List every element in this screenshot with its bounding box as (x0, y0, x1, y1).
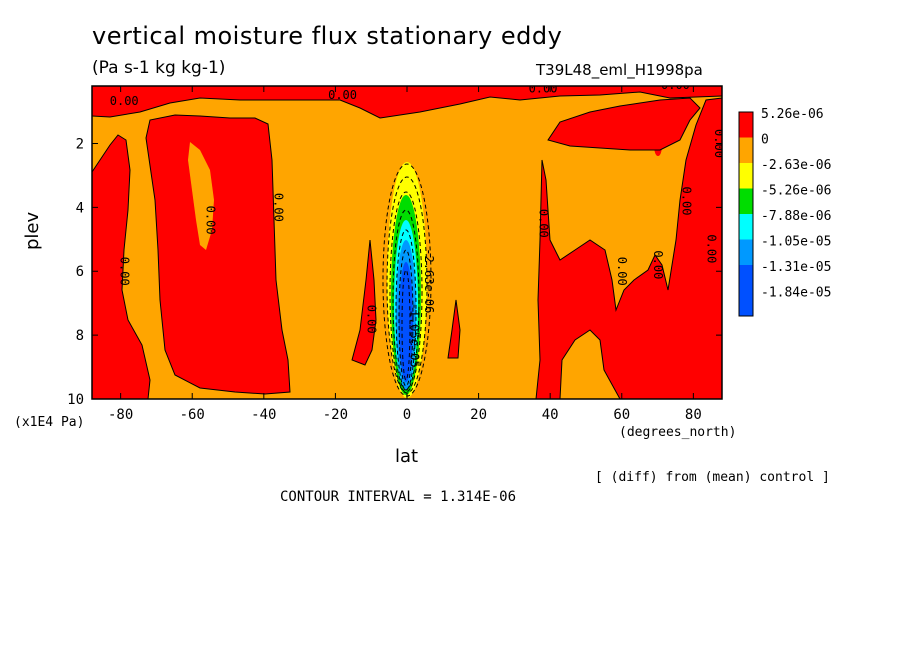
legend-frame (738, 111, 754, 317)
field-red-left2 (146, 115, 290, 394)
contour-label: 0.00 (110, 94, 139, 108)
legend-swatch (739, 265, 753, 291)
legend-label: 0 (761, 133, 769, 148)
y-tick-label: 8 (76, 328, 84, 344)
field-orange-finger (188, 142, 214, 250)
x-tick-label: -20 (323, 407, 348, 423)
field-red-top (92, 86, 722, 118)
x-axis: -80 -60 -40 -20 0 20 40 60 80 (108, 86, 702, 423)
contour-label: 0.00 (651, 250, 665, 279)
x-tick-label: -80 (108, 407, 133, 423)
contour-label: -2.63e-06 (422, 248, 436, 313)
diff-note: [ (diff) from (mean) control ] (595, 470, 830, 485)
legend-label: -2.63e-06 (761, 158, 831, 173)
legend-label: 5.26e-06 (761, 107, 824, 122)
legend-label: -5.26e-06 (761, 184, 831, 199)
legend-swatch (739, 214, 753, 240)
field-red-right (536, 98, 722, 399)
contour-label: 0.00 (328, 88, 357, 102)
y-axis-units: (x1E4 Pa) (14, 415, 85, 430)
legend-label: -1.05e-05 (761, 235, 831, 250)
chart-title: vertical moisture flux stationary eddy (92, 22, 563, 50)
contour-label: 0.00 (272, 193, 286, 222)
plot-area: 0.00 0.00 0.00 0.00 0.00 0.00 0.00 0.00 0.00 0.00… (92, 78, 722, 399)
contour-label: 0.00 (536, 209, 550, 238)
run-id: T39L48_eml_H1998pa (536, 61, 703, 79)
contour-label: 0.00 (615, 257, 629, 286)
legend-swatch (739, 239, 753, 265)
x-tick-label: 0 (403, 407, 411, 423)
legend-swatch (739, 290, 753, 316)
y-tick-label: 4 (76, 200, 84, 216)
contour-label: -1.05e-05 (408, 303, 422, 368)
legend-label: -1.31e-05 (761, 260, 831, 275)
chart-units: (Pa s-1 kg kg-1) (92, 58, 226, 78)
x-tick-label: 80 (685, 407, 702, 423)
x-axis-label: lat (395, 446, 419, 467)
contour-label: 0.00 (118, 257, 132, 286)
contour-label: 0.00 (680, 187, 694, 216)
legend-swatch (739, 112, 753, 138)
y-tick-label: 10 (67, 392, 84, 408)
field-red-right-upper (548, 98, 700, 150)
field-red-dot (654, 136, 662, 156)
x-tick-label: 40 (542, 407, 559, 423)
x-tick-label: -60 (180, 407, 205, 423)
contour-label: 0.00 (661, 78, 690, 92)
y-tick-label: 2 (76, 136, 84, 152)
contour-label: 0.00 (365, 305, 379, 334)
x-tick-label: -40 (251, 407, 276, 423)
legend-swatch (739, 163, 753, 189)
legend-swatch (739, 137, 753, 163)
contour-label: 0.00 (705, 234, 719, 263)
field-red-spike2 (448, 300, 460, 358)
contour-interval: CONTOUR INTERVAL = 1.314E-06 (280, 489, 517, 505)
legend-label: -7.88e-06 (761, 209, 831, 224)
colorbar-legend: 5.26e-06 0 -2.63e-06 -5.26e-06 -7.88e-06 -1.0… (738, 107, 831, 317)
y-axis: 2 4 6 8 10 (67, 136, 722, 408)
x-axis-units: (degrees_north) (619, 425, 737, 440)
contour-label: 0.00 (529, 81, 558, 95)
y-tick-label: 6 (76, 264, 84, 280)
field-orange-cut (560, 330, 620, 399)
field-red-left1 (92, 135, 150, 399)
contour-label: 0.00 (204, 206, 218, 235)
legend-swatch (739, 188, 753, 214)
zero-contours (92, 91, 722, 399)
field-red-spike (352, 240, 376, 365)
x-tick-label: 20 (470, 407, 487, 423)
x-tick-label: 60 (613, 407, 630, 423)
legend-label: -1.84e-05 (761, 286, 831, 301)
